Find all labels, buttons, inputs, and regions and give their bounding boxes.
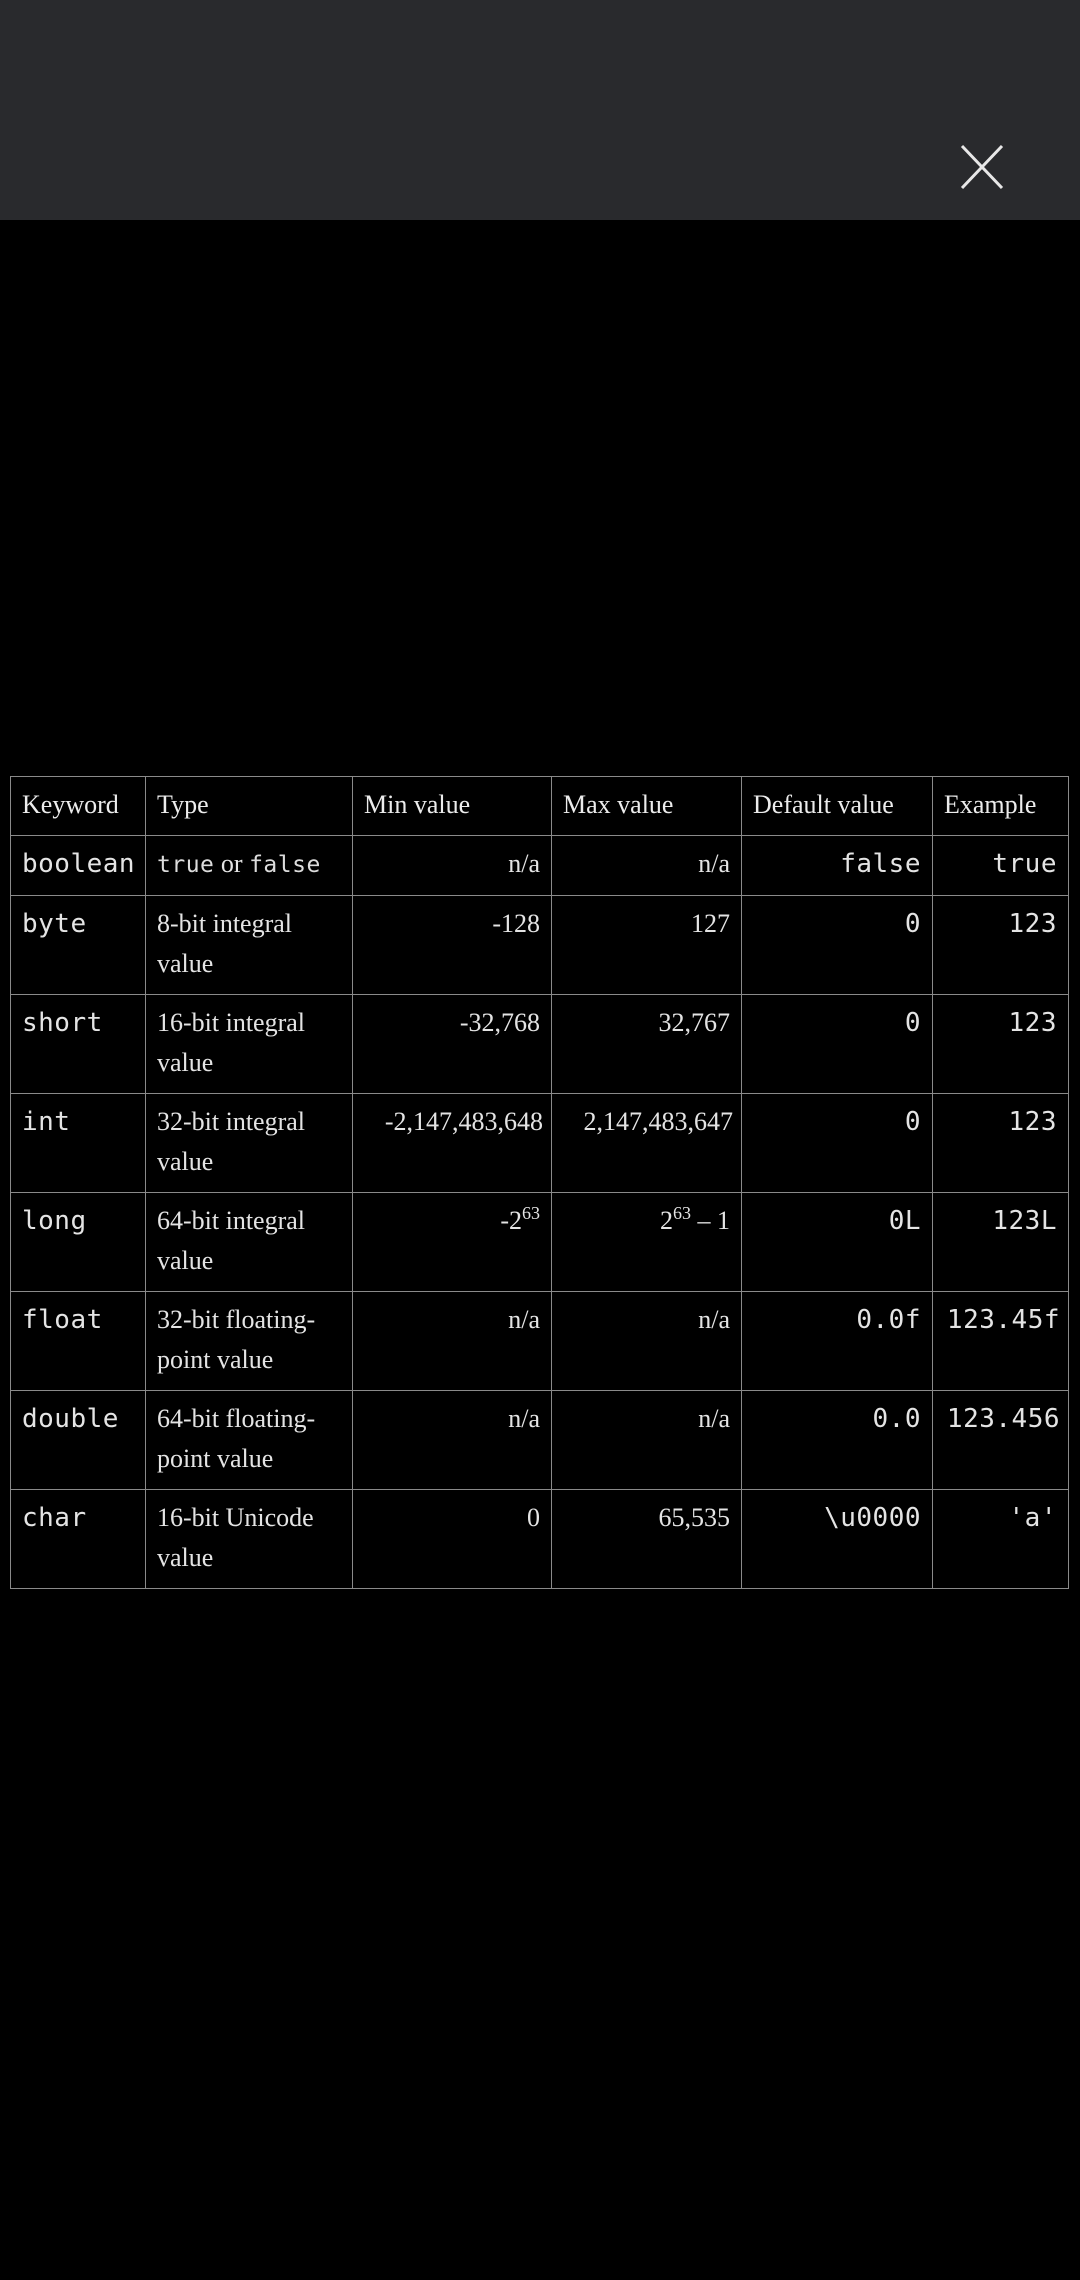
table-row: int 32-bit integral value -2,147,483,648… [10,1093,1069,1193]
min-value-cell: n/a [352,1291,552,1391]
column-header: Max value [551,776,742,836]
column-header: Example [932,776,1069,836]
type-cell: true or false [145,835,353,896]
min-exponent: 63 [522,1203,540,1223]
table-row: boolean true or false n/a n/a false true [10,835,1069,896]
min-value-cell: n/a [352,1390,552,1490]
table-header-row: Keyword Type Min value Max value Default… [10,776,1069,836]
close-icon [960,144,1004,190]
min-value-cell: -2,147,483,648 [352,1093,552,1193]
keyword-cell: long [10,1192,146,1292]
type-cell: 64-bit integral value [145,1192,353,1292]
column-header: Type [145,776,353,836]
java-primitive-types-table: Keyword Type Min value Max value Default… [10,776,1069,1589]
min-value-cell: -128 [352,895,552,995]
example-cell: true [932,835,1069,896]
table-row: short 16-bit integral value -32,768 32,7… [10,994,1069,1094]
default-value-cell: 0.0 [741,1390,933,1490]
example-cell: 123 [932,994,1069,1094]
example-cell: 123.456 [932,1390,1069,1490]
default-value-cell: 0 [741,895,933,995]
max-value-cell: 2,147,483,647 [551,1093,742,1193]
default-value-cell: 0.0f [741,1291,933,1391]
keyword-cell: short [10,994,146,1094]
column-header: Min value [352,776,552,836]
example-cell: 123.45f [932,1291,1069,1391]
table-row: float 32-bit floating-point value n/a n/… [10,1291,1069,1391]
max-value-cell: 65,535 [551,1489,742,1589]
min-base: -2 [500,1206,522,1235]
min-value-cell: n/a [352,835,552,896]
keyword-cell: char [10,1489,146,1589]
max-value-cell: n/a [551,835,742,896]
max-value-cell: 127 [551,895,742,995]
example-cell: 123 [932,1093,1069,1193]
min-value-cell: 0 [352,1489,552,1589]
image-viewer-content: Keyword Type Min value Max value Default… [10,776,1069,1589]
keyword-cell: byte [10,895,146,995]
default-value-cell: false [741,835,933,896]
keyword-cell: double [10,1390,146,1490]
type-or: or [214,849,250,878]
min-value-cell: -263 [352,1192,552,1292]
keyword-cell: boolean [10,835,146,896]
type-cell: 32-bit floating-point value [145,1291,353,1391]
table-row: char 16-bit Unicode value 0 65,535 \u000… [10,1489,1069,1589]
type-cell: 32-bit integral value [145,1093,353,1193]
keyword-cell: float [10,1291,146,1391]
example-cell: 'a' [932,1489,1069,1589]
min-value-cell: -32,768 [352,994,552,1094]
max-exponent: 63 [673,1203,691,1223]
max-base: 2 [660,1206,673,1235]
type-true: true [157,852,215,878]
default-value-cell: 0 [741,994,933,1094]
example-cell: 123L [932,1192,1069,1292]
type-false: false [249,852,321,878]
max-value-cell: 263 – 1 [551,1192,742,1292]
table-row: long 64-bit integral value -263 263 – 1 … [10,1192,1069,1292]
max-value-cell: n/a [551,1291,742,1391]
column-header: Default value [741,776,933,836]
close-button[interactable] [952,140,1012,200]
top-bar [0,0,1080,220]
table-row: byte 8-bit integral value -128 127 0 123 [10,895,1069,995]
default-value-cell: 0L [741,1192,933,1292]
max-value-cell: n/a [551,1390,742,1490]
example-cell: 123 [932,895,1069,995]
max-suffix: – 1 [691,1206,731,1235]
max-value-cell: 32,767 [551,994,742,1094]
default-value-cell: \u0000 [741,1489,933,1589]
type-cell: 16-bit integral value [145,994,353,1094]
type-cell: 8-bit integral value [145,895,353,995]
keyword-cell: int [10,1093,146,1193]
type-cell: 16-bit Unicode value [145,1489,353,1589]
default-value-cell: 0 [741,1093,933,1193]
type-cell: 64-bit floating-point value [145,1390,353,1490]
column-header: Keyword [10,776,146,836]
table-row: double 64-bit floating-point value n/a n… [10,1390,1069,1490]
